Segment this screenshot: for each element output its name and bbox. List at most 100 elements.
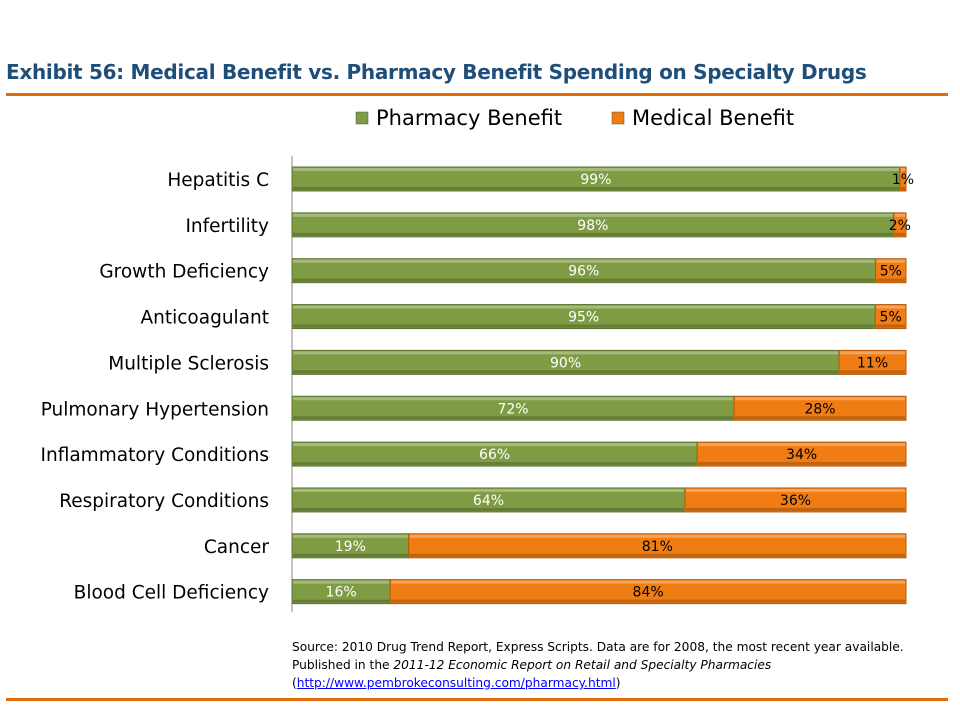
- report-title: 2011-12 Economic Report on Retail and Sp…: [393, 658, 772, 672]
- category-label: Cancer: [204, 537, 270, 558]
- bar-shadow: [293, 232, 893, 236]
- data-label: 84%: [633, 585, 664, 601]
- bar-shadow: [293, 370, 839, 374]
- bottom-divider: [6, 698, 948, 701]
- data-label: 1%: [892, 172, 914, 188]
- source-line-1: Source: 2010 Drug Trend Report, Express …: [292, 640, 904, 654]
- source-note: Source: 2010 Drug Trend Report, Express …: [292, 638, 904, 692]
- data-label: 99%: [580, 172, 611, 188]
- bar-highlight: [293, 305, 875, 309]
- bar-shadow: [293, 599, 390, 603]
- page-title: Exhibit 56: Medical Benefit vs. Pharmacy…: [6, 60, 867, 84]
- bar-shadow: [293, 553, 408, 557]
- source-line-2: Published in the 2011-12 Economic Report…: [292, 656, 904, 674]
- bar-medical: [838, 349, 907, 375]
- bar-medical: [874, 304, 907, 330]
- category-label: Blood Cell Deficiency: [74, 583, 269, 604]
- bar-pharmacy: [291, 533, 410, 559]
- legend-swatch-1: [611, 111, 625, 125]
- bar-shadow: [876, 324, 905, 328]
- category-label: Respiratory Conditions: [59, 491, 269, 512]
- data-label: 36%: [780, 493, 811, 509]
- bar-pharmacy: [291, 441, 698, 467]
- bar-medical: [899, 166, 907, 192]
- top-divider: [6, 93, 948, 96]
- bar-medical: [696, 441, 907, 467]
- bar-highlight: [876, 259, 905, 263]
- data-label: 28%: [804, 401, 835, 417]
- bar-highlight: [735, 397, 905, 401]
- data-label: 11%: [857, 355, 888, 371]
- data-label: 72%: [497, 401, 528, 417]
- bar-medical: [875, 258, 907, 284]
- bar-shadow: [293, 324, 875, 328]
- category-label: Multiple Sclerosis: [108, 353, 269, 374]
- bar-highlight: [293, 213, 893, 217]
- bar-highlight: [409, 534, 905, 538]
- bar-shadow: [876, 278, 905, 282]
- category-label: Growth Deficiency: [99, 262, 269, 283]
- legend-label-0: Pharmacy Benefit: [376, 106, 562, 130]
- bar-highlight: [685, 488, 905, 492]
- data-label: 66%: [479, 447, 510, 463]
- stacked-bar-chart: Pharmacy Benefit Medical Benefit Hepatitis…: [41, 106, 914, 612]
- bar-highlight: [293, 351, 839, 355]
- bar-highlight: [293, 259, 875, 263]
- category-label: Inflammatory Conditions: [41, 445, 269, 466]
- bar-shadow: [293, 416, 734, 420]
- bar-highlight: [391, 580, 905, 584]
- bar-highlight: [293, 397, 734, 401]
- bar-shadow: [685, 507, 905, 511]
- category-label: Pulmonary Hypertension: [41, 399, 269, 420]
- bar-pharmacy: [291, 349, 840, 375]
- source-link[interactable]: http://www.pembrokeconsulting.com/pharma…: [296, 676, 616, 690]
- bar-highlight: [900, 168, 905, 171]
- bar-medical: [684, 487, 907, 513]
- bar-highlight: [876, 305, 905, 309]
- data-label: 5%: [880, 264, 902, 280]
- open-paren: (: [292, 676, 297, 690]
- data-label: 98%: [577, 218, 608, 234]
- category-label: Anticoagulant: [140, 308, 269, 329]
- bar-highlight: [293, 168, 899, 171]
- data-label: 96%: [568, 264, 599, 280]
- bar-shadow: [900, 187, 905, 190]
- source-line-3: (http://www.pembrokeconsulting.com/pharm…: [292, 674, 904, 692]
- data-label: 16%: [326, 585, 357, 601]
- data-label: 2%: [889, 218, 911, 234]
- category-label: Hepatitis C: [167, 170, 269, 191]
- bar-medical: [408, 533, 907, 559]
- bar-highlight: [698, 443, 905, 447]
- data-label: 90%: [550, 355, 581, 371]
- data-label: 34%: [786, 447, 817, 463]
- bar-highlight: [293, 443, 697, 447]
- bar-highlight: [840, 351, 905, 355]
- legend-swatch-0: [355, 111, 369, 125]
- bar-shadow: [293, 462, 697, 466]
- legend-label-1: Medical Benefit: [632, 106, 794, 130]
- bar-highlight: [293, 534, 408, 538]
- bar-pharmacy: [291, 258, 877, 284]
- data-label: 5%: [880, 310, 902, 326]
- bar-shadow: [409, 553, 905, 557]
- source-prefix: Published in the: [292, 658, 394, 672]
- bar-shadow: [293, 187, 899, 190]
- bar-highlight: [293, 488, 684, 492]
- bar-pharmacy: [291, 487, 686, 513]
- close-paren: ): [615, 676, 621, 690]
- data-label: 81%: [642, 539, 673, 555]
- bar-shadow: [735, 416, 905, 420]
- bar-highlight: [293, 580, 390, 584]
- bar-pharmacy: [291, 212, 895, 238]
- bar-medical: [389, 579, 907, 605]
- bar-medical: [893, 212, 907, 238]
- bar-shadow: [293, 507, 684, 511]
- bar-shadow: [840, 370, 905, 374]
- data-label: 64%: [473, 493, 504, 509]
- bar-shadow: [698, 462, 905, 466]
- bar-pharmacy: [291, 166, 901, 192]
- bar-shadow: [894, 232, 905, 236]
- bar-medical: [733, 395, 907, 421]
- bar-pharmacy: [291, 304, 876, 330]
